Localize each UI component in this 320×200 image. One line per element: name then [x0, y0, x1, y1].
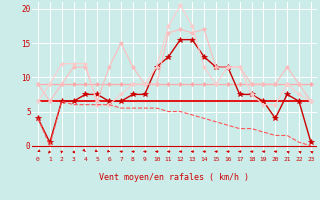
X-axis label: Vent moyen/en rafales ( km/h ): Vent moyen/en rafales ( km/h ) — [100, 174, 249, 182]
